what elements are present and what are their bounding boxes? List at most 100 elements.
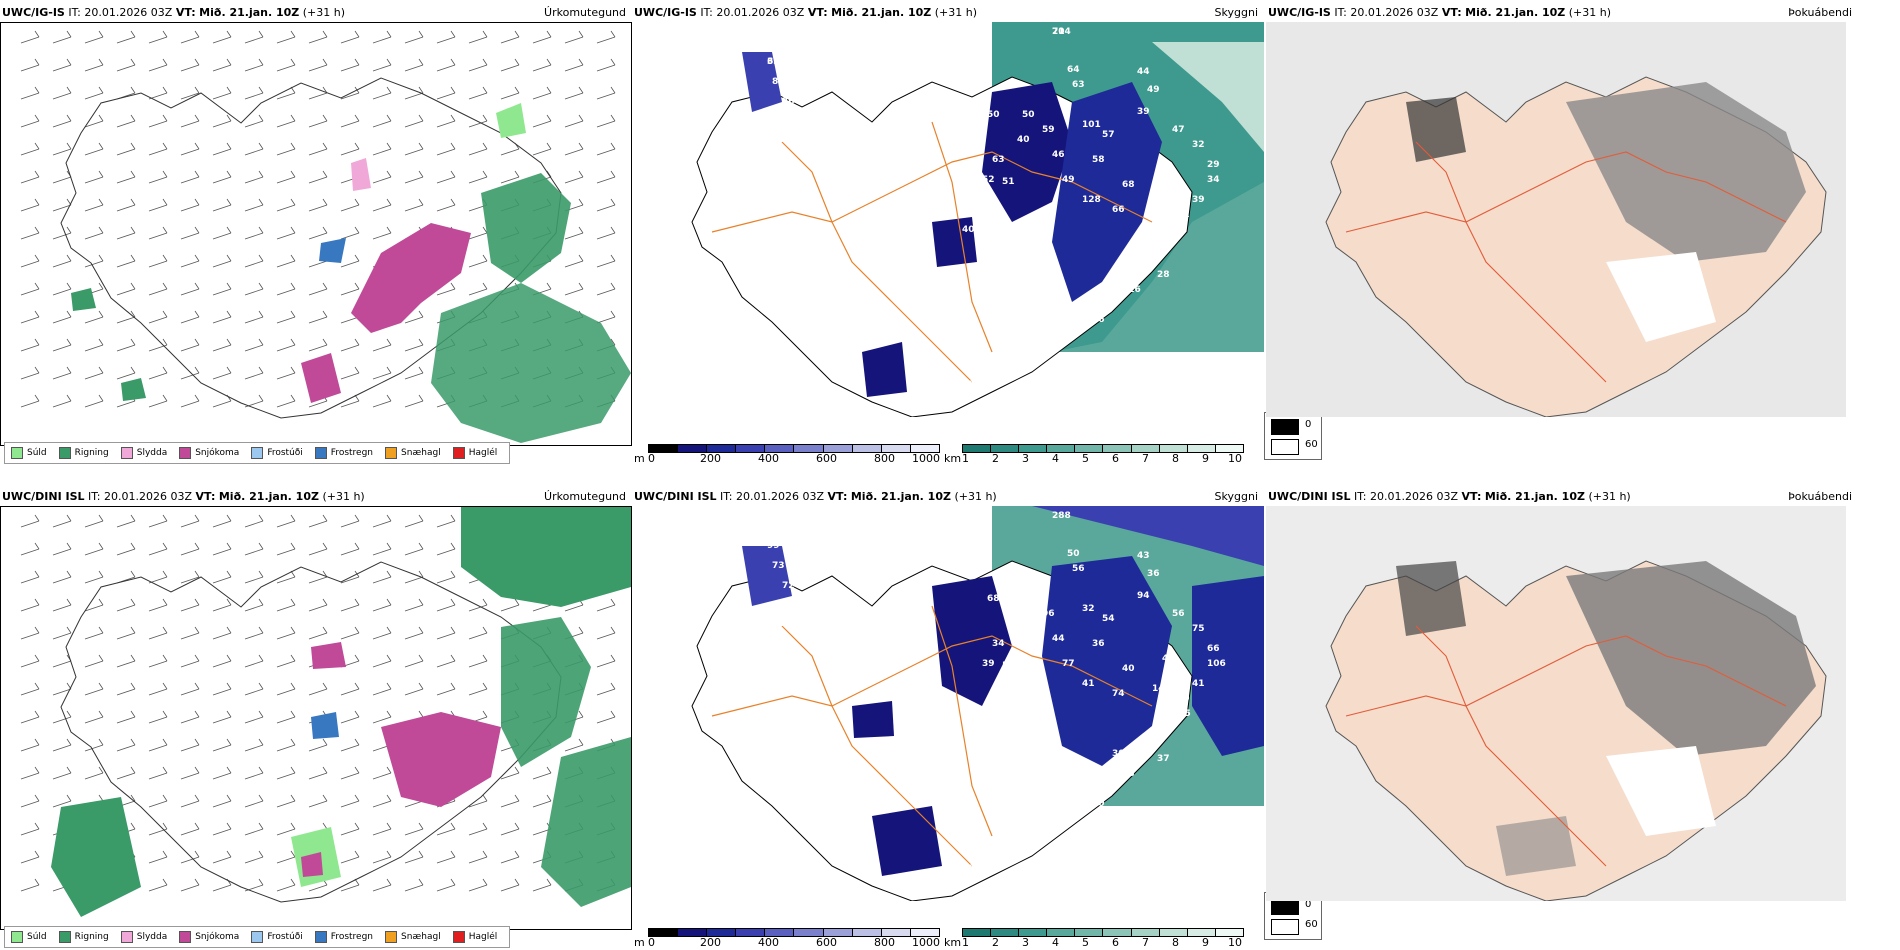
ceiling-value: 40 <box>1122 664 1135 674</box>
wind-barb <box>212 604 232 612</box>
ceiling-value: 66 <box>802 110 815 120</box>
wind-barb <box>404 632 424 640</box>
wind-barb-tick <box>130 654 136 662</box>
wind-barb-tick <box>194 570 200 578</box>
wind-barb-tick <box>386 794 392 802</box>
ceiling-value: 47 <box>1172 125 1185 135</box>
wind-barb-tick <box>290 682 296 690</box>
wind-barb-tick <box>66 226 72 234</box>
wind-barb-tick <box>354 114 360 122</box>
wind-barb-tick <box>194 142 200 150</box>
wind-barb <box>276 856 296 864</box>
wind-barb <box>20 632 40 640</box>
wind-barb <box>468 232 488 240</box>
wind-barb-tick <box>354 794 360 802</box>
wind-barb-tick <box>130 598 136 606</box>
panel-header: UWC/DINI ISL IT: 20.01.2026 03Z VT: Mið.… <box>1268 490 1631 503</box>
wind-barb <box>116 260 136 268</box>
legend-swatch <box>385 447 398 459</box>
wind-barb <box>276 260 296 268</box>
wind-barb-tick <box>258 598 264 606</box>
wind-barb <box>180 176 200 184</box>
wind-barb <box>212 176 232 184</box>
wind-barb <box>436 660 456 668</box>
legend-swatch <box>385 931 398 943</box>
wind-barb-tick <box>610 114 616 122</box>
wind-barb-tick <box>290 654 296 662</box>
wind-barb <box>596 716 616 724</box>
ceiling-value: 38 <box>1122 769 1135 779</box>
wind-barb-tick <box>258 570 264 578</box>
legend-swatch <box>11 931 23 943</box>
wind-barb <box>116 204 136 212</box>
wind-barb <box>20 884 40 892</box>
wind-barb <box>212 204 232 212</box>
wind-barb <box>212 828 232 836</box>
wind-barb-tick <box>482 878 488 886</box>
wind-barb-tick <box>66 30 72 38</box>
colorbar-km: km 1 2 3 4 5 6 7 8 9 10 <box>944 444 1244 465</box>
wind-barb <box>596 632 616 640</box>
wind-barb <box>404 204 424 212</box>
wind-barb-tick <box>386 114 392 122</box>
wind-barb-tick <box>322 626 328 634</box>
wind-barb-tick <box>354 142 360 150</box>
wind-barb-tick <box>578 626 584 634</box>
wind-barb <box>404 316 424 324</box>
wind-barb <box>52 64 72 72</box>
wind-barb <box>340 744 360 752</box>
wind-barb-tick <box>162 394 168 402</box>
wind-barb-tick <box>98 514 104 522</box>
ceiling-value: 36 <box>1092 315 1105 325</box>
ceiling-value: 52 <box>982 175 995 185</box>
wind-barb <box>212 400 232 408</box>
wind-barb <box>564 604 584 612</box>
ceiling-value: 128 <box>1022 594 1041 604</box>
wind-barb <box>276 660 296 668</box>
wind-barb-tick <box>514 822 520 830</box>
wind-barb-tick <box>418 58 424 66</box>
wind-barb <box>276 744 296 752</box>
wind-barb <box>84 344 104 352</box>
wind-barb <box>404 120 424 128</box>
wind-barb <box>180 372 200 380</box>
ceiling-value: 29 <box>912 27 925 37</box>
wind-barb <box>180 344 200 352</box>
wind-barb <box>212 520 232 528</box>
wind-barb <box>148 260 168 268</box>
wind-barb-tick <box>226 654 232 662</box>
wind-barb <box>468 660 488 668</box>
wind-barb-tick <box>98 710 104 718</box>
ceiling-value: 50 <box>987 110 1000 120</box>
wind-barb <box>20 520 40 528</box>
wind-barb <box>372 204 392 212</box>
ceiling-map: 212 204 62 69 87 76 64 63 44 49 39 66 50 50 40 101 59 57 4… <box>632 22 1264 418</box>
wind-barb <box>148 316 168 324</box>
wind-barb <box>532 604 552 612</box>
wind-barb <box>244 632 264 640</box>
wind-barb-tick <box>354 710 360 718</box>
wind-barb-tick <box>258 514 264 522</box>
wind-barb <box>468 828 488 836</box>
wind-barb-tick <box>98 30 104 38</box>
wind-barb <box>52 36 72 44</box>
wind-barb <box>116 64 136 72</box>
wind-barb-tick <box>386 338 392 346</box>
wind-barb-tick <box>98 654 104 662</box>
wind-barb <box>596 92 616 100</box>
wind-barb-tick <box>450 170 456 178</box>
ceiling-value: 37 <box>1052 769 1065 779</box>
wind-barb <box>212 800 232 808</box>
wind-barb-tick <box>450 570 456 578</box>
ceiling-value: 59 <box>1042 125 1055 135</box>
cloud-key-light-swatch <box>1271 439 1299 455</box>
wind-barb <box>404 372 424 380</box>
wind-barb-tick <box>418 142 424 150</box>
wind-barb <box>244 204 264 212</box>
wind-barb <box>276 36 296 44</box>
wind-barb-tick <box>610 254 616 262</box>
wind-barb <box>20 372 40 380</box>
wind-barb <box>404 604 424 612</box>
wind-barb-tick <box>578 58 584 66</box>
wind-barb <box>148 660 168 668</box>
